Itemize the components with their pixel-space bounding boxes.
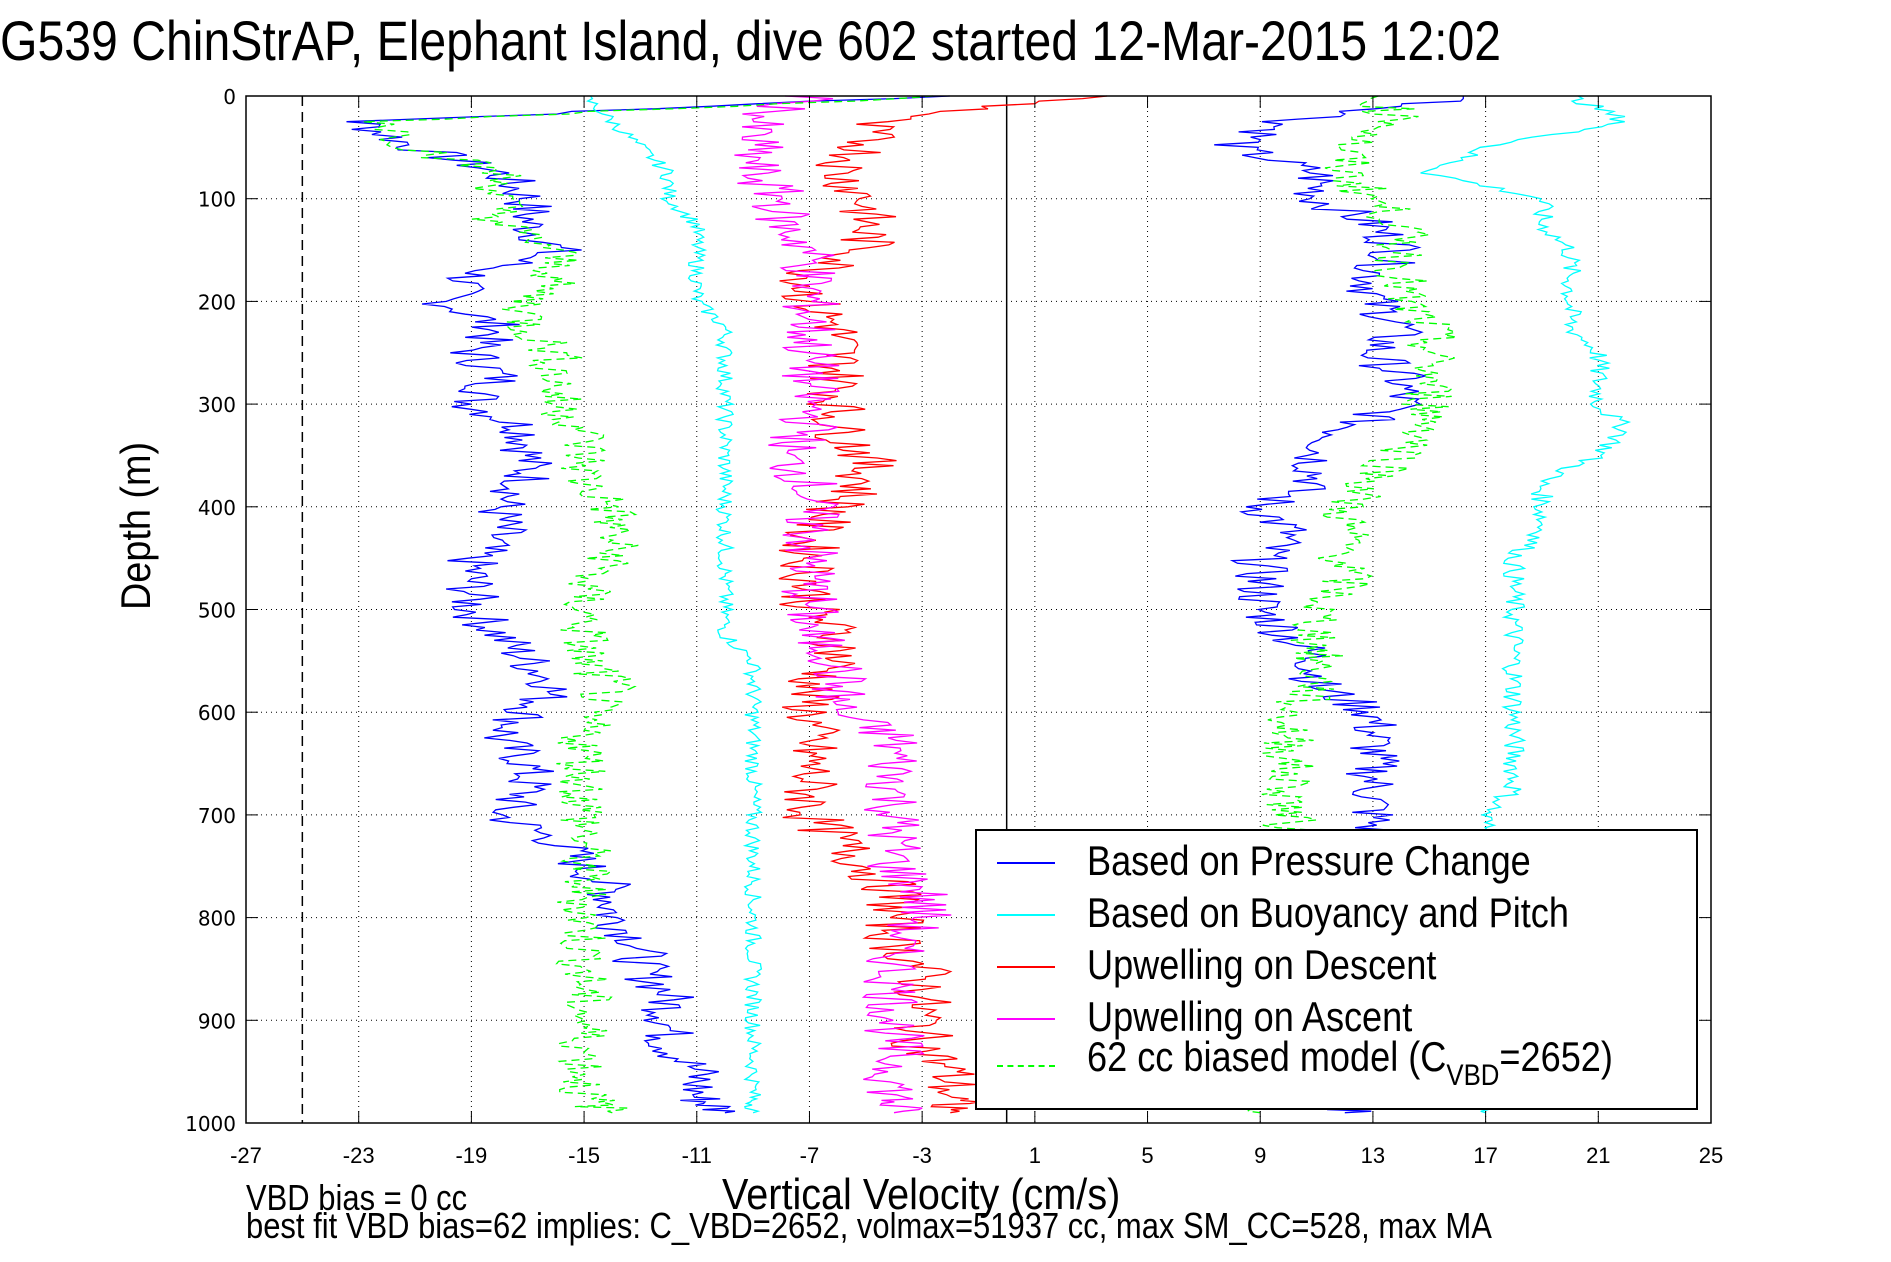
series-upwelling-on-ascent bbox=[734, 95, 952, 1114]
x-tick-label: -27 bbox=[230, 1143, 262, 1168]
x-tick-label: 13 bbox=[1361, 1143, 1385, 1168]
series-based-on-buoyancy-and-pitch-descent bbox=[585, 95, 764, 1114]
x-tick-label: -23 bbox=[343, 1143, 375, 1168]
x-tick-label: -11 bbox=[682, 1143, 712, 1168]
x-tick-label: 17 bbox=[1473, 1143, 1497, 1168]
legend-item-upwelling-ascent: Upwelling on Ascent bbox=[977, 993, 1696, 1040]
series-based-on-pressure-change-descent bbox=[346, 95, 950, 1114]
legend-label: Upwelling on Descent bbox=[1087, 941, 1437, 988]
axes bbox=[245, 95, 1712, 1124]
y-tick-label: 500 bbox=[198, 599, 236, 623]
series-62-cc-biased-model-c-vbd-2652-ascent bbox=[1246, 95, 1458, 1114]
y-tick-label: 600 bbox=[198, 701, 236, 725]
legend-label: 62 cc biased model (CVBD=2652) bbox=[1087, 1033, 1613, 1092]
legend-swatch-cyan bbox=[997, 914, 1055, 916]
legend: Based on Pressure Change Based on Buoyan… bbox=[975, 829, 1698, 1110]
y-tick-label: 800 bbox=[198, 907, 236, 931]
y-tick-label: 300 bbox=[198, 393, 236, 417]
legend-label: Based on Buoyancy and Pitch bbox=[1087, 889, 1569, 936]
axes-frame bbox=[245, 95, 1712, 1124]
legend-item-upwelling-descent: Upwelling on Descent bbox=[977, 941, 1696, 988]
legend-swatch-green-dashed bbox=[997, 1065, 1055, 1067]
y-tick-label: 100 bbox=[198, 188, 236, 212]
series-62-cc-biased-model-c-vbd-2652-descent bbox=[362, 95, 934, 1114]
x-tick-label: -7 bbox=[800, 1143, 820, 1168]
x-tick-label: -3 bbox=[912, 1143, 932, 1168]
x-tick-label: 9 bbox=[1254, 1143, 1266, 1168]
tick-labels: -27 -23 -19 -15 -11 -7 -3 1 5 9 13 17 21 25 0 100 200 300… bbox=[185, 85, 1723, 1168]
legend-swatch-magenta bbox=[997, 1018, 1055, 1020]
x-tick-label: 21 bbox=[1586, 1143, 1610, 1168]
y-tick-label: 900 bbox=[198, 1009, 236, 1033]
legend-item-biased-model: 62 cc biased model (CVBD=2652) bbox=[977, 1033, 1696, 1092]
vbd-bias-note: VBD bias = 0 cc bbox=[246, 1177, 468, 1218]
best-fit-note: best fit VBD bias=62 implies: C_VBD=2652… bbox=[246, 1205, 1492, 1246]
y-tick-label: 200 bbox=[198, 290, 236, 314]
y-tick-label: 400 bbox=[198, 496, 236, 520]
legend-item-buoyancy-pitch: Based on Buoyancy and Pitch bbox=[977, 889, 1696, 936]
x-tick-label: 25 bbox=[1699, 1143, 1723, 1168]
y-axis-label: Depth (m) bbox=[112, 441, 159, 610]
x-tick-label: 5 bbox=[1141, 1143, 1153, 1168]
legend-label: Based on Pressure Change bbox=[1087, 837, 1531, 884]
y-tick-label: 1000 bbox=[185, 1112, 236, 1136]
legend-swatch-blue bbox=[997, 862, 1055, 864]
x-tick-label: 1 bbox=[1029, 1143, 1041, 1168]
x-axis-label: Vertical Velocity (cm/s) bbox=[722, 1170, 1121, 1219]
legend-item-pressure-change: Based on Pressure Change bbox=[977, 837, 1696, 884]
x-tick-label: -19 bbox=[455, 1143, 487, 1168]
legend-label: Upwelling on Ascent bbox=[1087, 993, 1413, 1040]
legend-swatch-red bbox=[997, 966, 1055, 968]
y-tick-label: 700 bbox=[198, 804, 236, 828]
chart-title: G539 ChinStrAP, Elephant Island, dive 60… bbox=[0, 9, 1502, 72]
x-tick-label: -15 bbox=[568, 1143, 600, 1168]
y-tick-label: 0 bbox=[223, 85, 236, 109]
